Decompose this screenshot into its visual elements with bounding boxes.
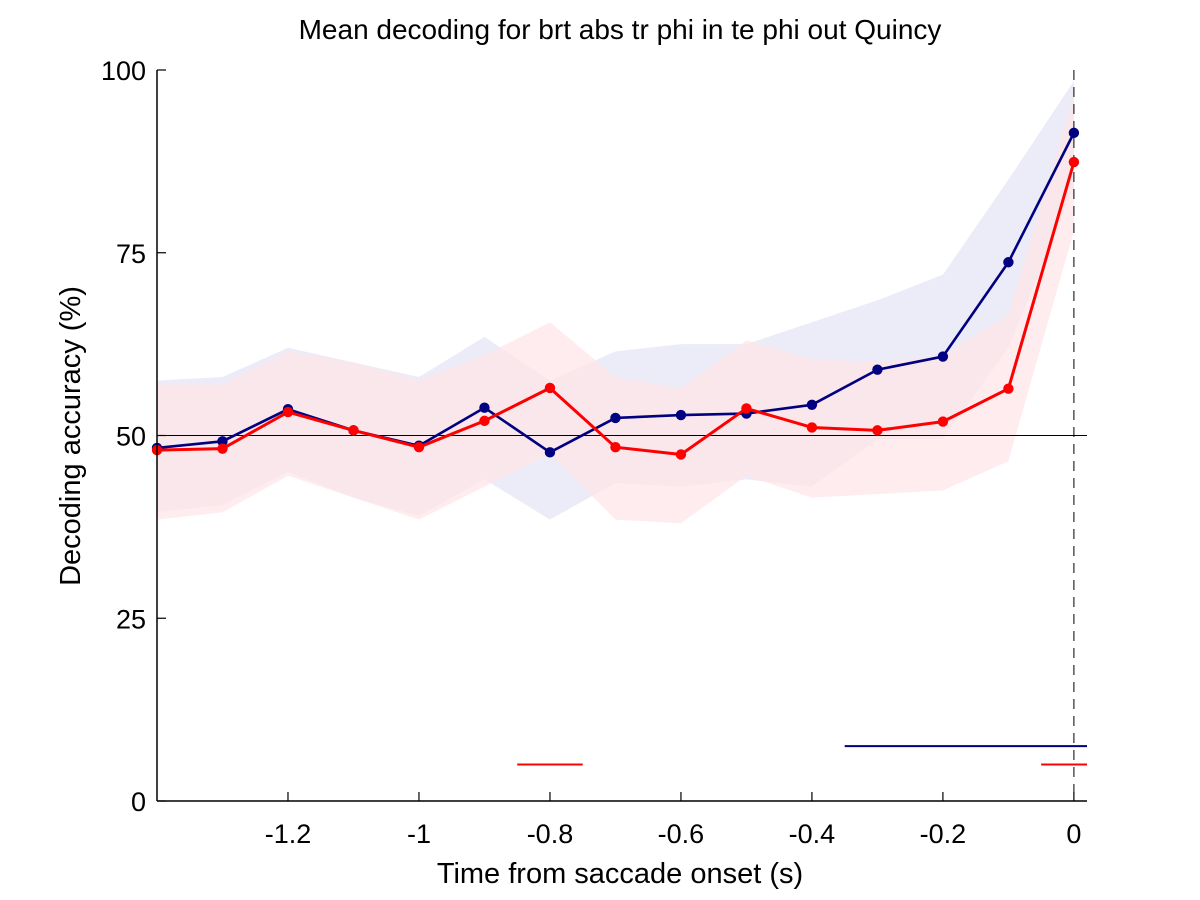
data-point-s1-7: [610, 441, 621, 453]
x-tick-label: -0.6: [658, 819, 705, 849]
x-tick-label: -1: [407, 819, 431, 849]
confidence-bands: [157, 80, 1074, 524]
data-point-s0-11: [872, 364, 883, 375]
data-point-s1-4: [413, 441, 425, 453]
reference-lines: [157, 70, 1087, 801]
data-point-s1-12: [937, 416, 949, 427]
y-tick-label: 25: [116, 604, 146, 634]
data-point-s1-5: [479, 415, 490, 427]
data-point-s1-10: [806, 422, 818, 433]
data-point-s0-6: [544, 447, 556, 458]
data-point-s1-2: [282, 406, 294, 418]
data-point-s1-8: [675, 449, 687, 460]
data-point-s0-1: [217, 436, 228, 447]
significance-bars: [517, 745, 1087, 766]
data-point-s0-8: [675, 409, 687, 421]
data-point-s0-12: [937, 351, 949, 362]
y-axis-label: Decoding accuracy (%): [55, 286, 87, 586]
data-point-s1-9: [741, 403, 752, 414]
y-tick-label: 50: [116, 422, 146, 452]
data-point-s1-1: [217, 443, 228, 454]
data-series: [151, 127, 1080, 460]
y-tick-label: 0: [131, 787, 146, 817]
y-tick-label: 75: [116, 239, 146, 269]
data-point-s1-11: [872, 425, 883, 436]
x-tick-label: -0.8: [527, 819, 574, 849]
x-tick-label: -0.2: [920, 819, 967, 849]
data-point-s0-13: [1003, 257, 1014, 268]
y-tick-label: 100: [101, 56, 146, 86]
y-ticks: 0 25 50 75 100: [101, 56, 166, 817]
data-point-s1-6: [544, 382, 556, 394]
data-point-s0-7: [610, 412, 621, 424]
axes: -1.2 -1 -0.8 -0.6 -0.4 -0.2 0 0 25 50 75 100: [101, 56, 1087, 849]
confidence-band-1: [157, 95, 1074, 524]
x-axis-label: Time from saccade onset (s): [437, 858, 803, 890]
chart-title: Mean decoding for brt abs tr phi in te p…: [299, 14, 942, 45]
data-point-s1-13: [1003, 383, 1014, 394]
x-ticks: -1.2 -1 -0.8 -0.6 -0.4 -0.2 0: [265, 792, 1081, 849]
data-point-s1-3: [348, 425, 359, 436]
data-point-s0-5: [479, 402, 490, 413]
data-point-s1-14: [1068, 156, 1080, 168]
x-tick-label: -1.2: [265, 819, 312, 849]
x-tick-label: 0: [1066, 819, 1081, 849]
x-tick-label: -0.4: [789, 819, 836, 849]
data-point-s0-14: [1068, 127, 1080, 139]
data-point-s0-10: [806, 399, 818, 410]
